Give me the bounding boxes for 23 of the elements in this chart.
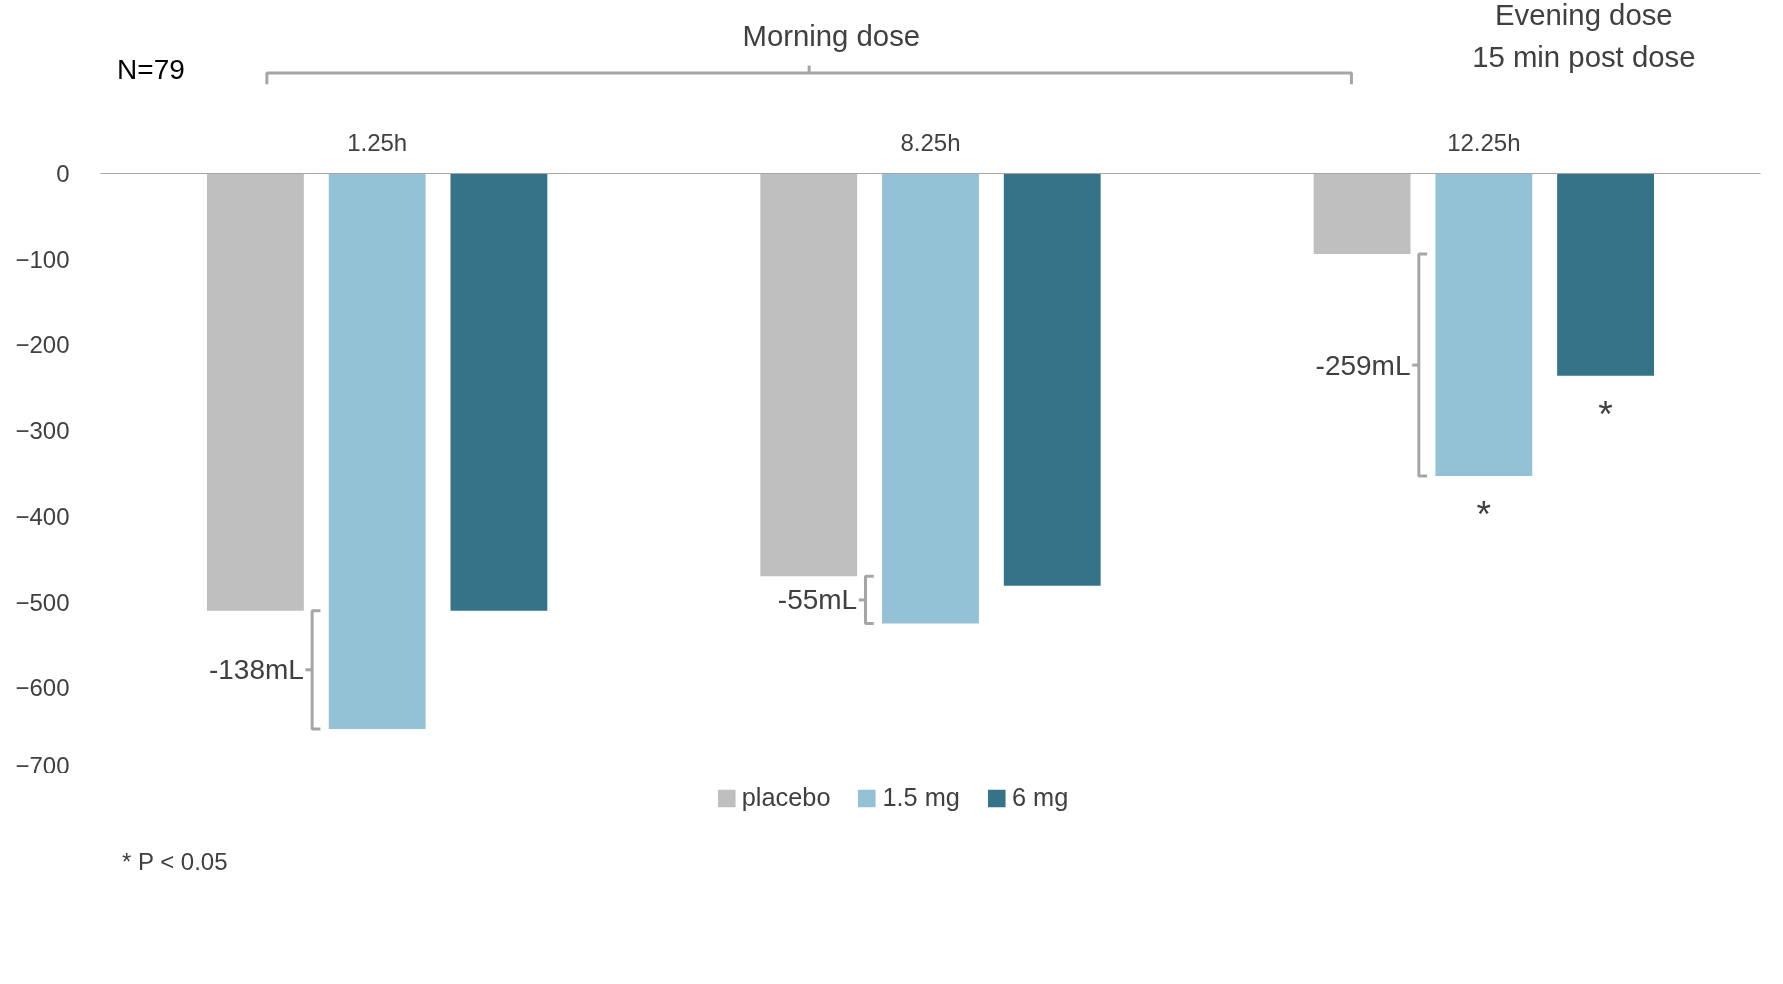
legend-label: 6 mg bbox=[1011, 783, 1069, 812]
text: Evening dose 15 min post dose bbox=[1472, 0, 1696, 74]
x-tick-label: 1.25h bbox=[347, 128, 408, 156]
x-tick-label: 8.25h bbox=[900, 128, 961, 156]
y-tick-label: −200 bbox=[15, 331, 70, 359]
annotation: * bbox=[1598, 392, 1613, 435]
annotation: -138mL bbox=[208, 654, 304, 686]
y-tick-label: −700 bbox=[15, 751, 70, 779]
y-tick-label: 0 bbox=[56, 160, 70, 187]
legend-label: placebo bbox=[741, 783, 831, 812]
text: Morning dose bbox=[742, 19, 921, 52]
y-tick-label: −100 bbox=[15, 245, 70, 273]
x-tick-label: 12.25h bbox=[1447, 128, 1521, 156]
y-tick-label: −500 bbox=[15, 588, 70, 616]
text: N=79 bbox=[117, 53, 185, 85]
y-tick-label: −400 bbox=[15, 502, 70, 530]
annotation: * bbox=[1476, 493, 1492, 536]
y-tick-label: −300 bbox=[15, 417, 70, 445]
text: * P < 0.05 bbox=[121, 848, 228, 875]
y-tick-label: −600 bbox=[15, 674, 70, 702]
annotation: -55mL bbox=[777, 584, 858, 616]
legend-label: 1.5 mg bbox=[882, 783, 960, 812]
annotation: -259mL bbox=[1315, 349, 1411, 381]
